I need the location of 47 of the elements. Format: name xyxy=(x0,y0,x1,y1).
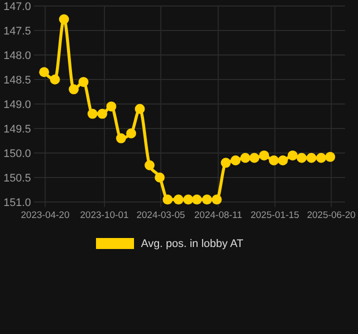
point xyxy=(78,76,88,87)
point xyxy=(116,133,126,144)
x-tick-label: 2024-08-11 xyxy=(194,210,242,221)
y-tick-label: 150.0 xyxy=(3,148,31,160)
point xyxy=(88,108,98,119)
point xyxy=(220,158,231,168)
point xyxy=(306,152,316,163)
x-tick-label: 2025-06-20 xyxy=(306,210,356,221)
point xyxy=(316,152,326,163)
y-tick-label: 150.5 xyxy=(3,172,31,184)
point xyxy=(192,194,202,205)
x-tick-label: 2024-03-05 xyxy=(136,210,186,221)
point xyxy=(58,14,69,24)
y-tick-label: 148.5 xyxy=(3,74,31,86)
x-tick-label: 2023-10-01 xyxy=(80,210,129,221)
y-tick-label: 151.0 xyxy=(3,196,31,209)
y-tick-label: 148.0 xyxy=(3,50,31,62)
point xyxy=(240,152,250,163)
point xyxy=(97,108,108,119)
y-tick-label: 149.5 xyxy=(3,123,31,136)
point xyxy=(173,194,184,205)
point xyxy=(134,104,145,114)
point xyxy=(268,155,279,166)
point xyxy=(278,155,288,166)
point xyxy=(126,128,136,138)
point xyxy=(296,152,307,163)
legend-label: Avg. pos. in lobby AT xyxy=(141,238,244,250)
point xyxy=(249,152,260,163)
point xyxy=(212,194,222,205)
x-tick-label: 2023-04-20 xyxy=(20,210,70,221)
point xyxy=(144,160,155,170)
y-tick-label: 147.0 xyxy=(3,0,31,13)
point xyxy=(288,150,298,160)
point xyxy=(202,194,212,205)
y-tick-label: 149.0 xyxy=(3,98,31,111)
y-tick-label: 147.5 xyxy=(3,25,31,38)
point xyxy=(106,101,116,112)
point xyxy=(259,150,270,160)
point xyxy=(154,172,165,182)
point xyxy=(230,155,241,166)
point xyxy=(39,67,50,78)
point xyxy=(68,84,79,94)
point xyxy=(50,74,60,84)
x-tick-label: 2025-01-15 xyxy=(250,210,300,221)
point xyxy=(183,194,194,205)
point xyxy=(325,152,336,162)
point xyxy=(162,194,173,205)
